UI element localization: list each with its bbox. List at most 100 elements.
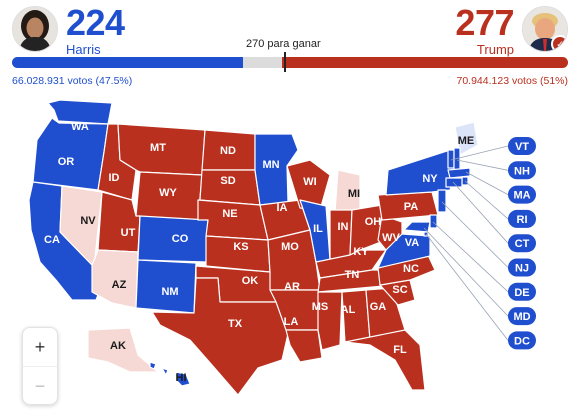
state-label-nc: NC <box>403 263 419 275</box>
state-label-or: OR <box>58 156 75 168</box>
dem-popular-vote: 66.028.931 votos (47.5%) <box>12 75 133 87</box>
callout-label-ri: RI <box>517 214 528 226</box>
state-label-il: IL <box>313 223 323 235</box>
state-label-wi: WI <box>303 176 316 188</box>
dem-bar-fill <box>12 57 244 68</box>
state-al[interactable] <box>341 289 371 343</box>
state-label-me: ME <box>458 135 475 147</box>
state-nj[interactable] <box>437 189 447 213</box>
callout-md[interactable]: MD <box>508 307 536 326</box>
state-label-pa: PA <box>404 201 419 213</box>
state-oh[interactable] <box>349 204 387 256</box>
state-label-co: CO <box>172 233 189 245</box>
callout-line-dc <box>425 233 509 341</box>
callout-ct[interactable]: CT <box>508 234 536 253</box>
state-mn[interactable] <box>254 133 299 206</box>
state-fl[interactable] <box>344 329 426 391</box>
state-label-ak: AK <box>110 340 126 352</box>
state-label-ny: NY <box>422 173 438 185</box>
callout-de[interactable]: DE <box>508 282 536 301</box>
callout-label-vt: VT <box>515 141 529 153</box>
state-label-mt: MT <box>150 142 166 154</box>
state-ct[interactable] <box>445 177 463 188</box>
state-label-mo: MO <box>281 241 299 253</box>
rep-electoral-votes: 277 <box>455 2 514 43</box>
state-label-in: IN <box>338 221 349 233</box>
state-tx[interactable] <box>151 277 291 396</box>
state-wv[interactable] <box>377 214 403 251</box>
callout-line-nj <box>441 201 509 268</box>
callout-line-md <box>423 227 509 317</box>
callout-dc[interactable]: DC <box>508 331 536 350</box>
state-hi[interactable] <box>149 361 191 387</box>
state-ms[interactable] <box>317 291 343 351</box>
zoom-in-button[interactable]: + <box>34 337 46 357</box>
state-in[interactable] <box>329 209 353 261</box>
state-ma[interactable] <box>447 167 471 179</box>
state-label-ok: OK <box>242 275 259 287</box>
callout-line-nh <box>456 159 509 171</box>
callout-ri[interactable]: RI <box>508 209 536 228</box>
state-label-sd: SD <box>220 175 235 187</box>
trump-avatar: ✓ <box>522 6 568 52</box>
dem-candidate-name: Harris <box>66 42 101 57</box>
callout-label-nh: NH <box>514 165 530 177</box>
state-label-va: VA <box>405 237 420 249</box>
checkmark-icon: ✓ <box>551 35 567 51</box>
state-de[interactable] <box>429 214 438 229</box>
zoom-out-button[interactable]: − <box>23 366 57 405</box>
callout-line-ct <box>452 181 509 244</box>
callout-line-vt <box>450 145 509 161</box>
state-label-al: AL <box>341 304 356 316</box>
threshold-label: 270 para ganar <box>246 38 321 50</box>
candidate-rep: ✓ 277 Trump <box>455 2 568 57</box>
state-label-ky: KY <box>353 246 369 258</box>
state-me[interactable] <box>454 121 479 156</box>
state-label-id: ID <box>109 172 120 184</box>
callout-label-nj: NJ <box>515 263 529 275</box>
threshold-marker <box>284 52 286 72</box>
state-label-ga: GA <box>370 301 387 313</box>
harris-avatar <box>12 6 58 52</box>
state-label-mi: MI <box>348 188 360 200</box>
state-label-az: AZ <box>112 279 127 291</box>
state-label-ms: MS <box>312 301 329 313</box>
zoom-control: + − <box>22 327 58 405</box>
state-label-tn: TN <box>345 269 360 281</box>
state-label-nm: NM <box>161 286 178 298</box>
state-label-nd: ND <box>220 145 236 157</box>
dem-electoral-votes: 224 <box>66 2 125 43</box>
state-label-ne: NE <box>222 208 237 220</box>
callout-vt[interactable]: VT <box>508 137 536 155</box>
state-label-wa: WA <box>71 121 89 133</box>
electoral-votes-bar <box>12 57 568 68</box>
state-la[interactable] <box>285 329 323 363</box>
callout-label-ct: CT <box>515 238 530 250</box>
state-ak[interactable] <box>87 327 159 373</box>
state-ne[interactable] <box>197 199 269 241</box>
callout-label-md: MD <box>513 311 530 323</box>
candidate-dem: 224 Harris <box>12 2 125 57</box>
state-vt[interactable] <box>447 149 455 169</box>
state-ut[interactable] <box>97 191 141 253</box>
state-label-sc: SC <box>392 284 407 296</box>
state-label-hi: HI <box>176 372 187 384</box>
callout-label-de: DE <box>514 287 529 299</box>
callout-nh[interactable]: NH <box>508 161 536 180</box>
rep-bar-fill <box>281 57 568 68</box>
state-label-ar: AR <box>284 281 300 293</box>
state-label-tx: TX <box>228 318 243 330</box>
state-label-la: LA <box>284 316 299 328</box>
state-label-nv: NV <box>80 215 96 227</box>
state-label-wy: WY <box>159 187 177 199</box>
state-ny[interactable] <box>385 149 457 196</box>
callout-line-de <box>432 221 509 293</box>
state-label-oh: OH <box>365 216 382 228</box>
state-wi[interactable] <box>286 159 331 211</box>
callout-ma[interactable]: MA <box>508 185 536 204</box>
state-label-mn: MN <box>262 159 279 171</box>
callout-nj[interactable]: NJ <box>508 258 536 277</box>
callout-line-ri <box>464 180 509 220</box>
callout-label-dc: DC <box>514 335 530 347</box>
